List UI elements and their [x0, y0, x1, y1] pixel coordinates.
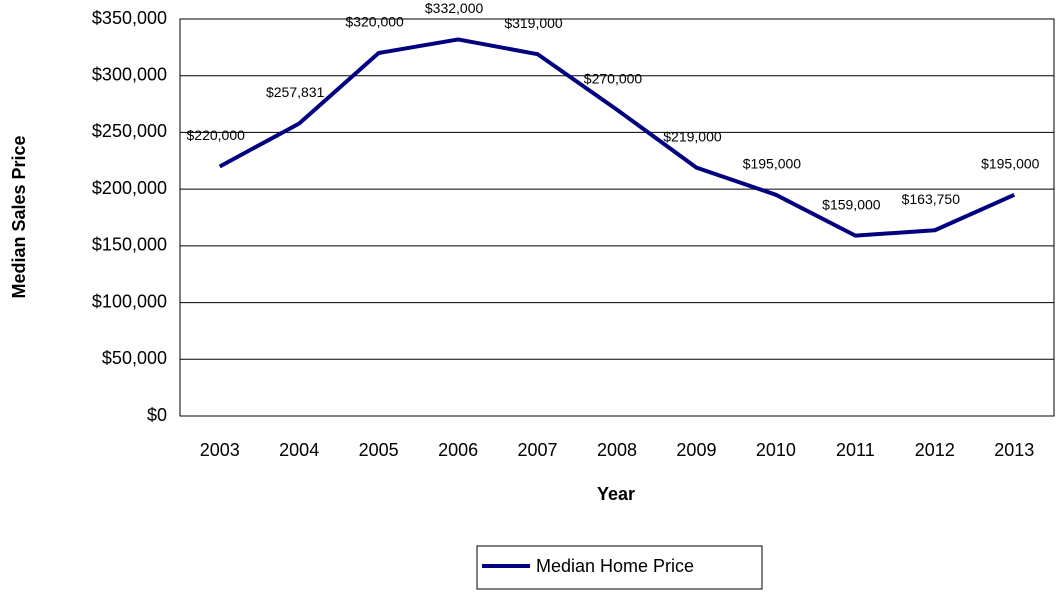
data-label: $319,000: [504, 15, 563, 31]
y-tick-label: $0: [147, 405, 167, 425]
data-label: $163,750: [902, 191, 961, 207]
data-label: $270,000: [584, 70, 643, 86]
data-label: $332,000: [425, 0, 484, 16]
x-tick-label: 2007: [518, 440, 558, 460]
data-label: $219,000: [663, 128, 722, 144]
y-tick-label: $250,000: [92, 121, 167, 141]
x-axis-label: Year: [597, 484, 635, 504]
y-tick-label: $300,000: [92, 64, 167, 84]
x-tick-label: 2003: [200, 440, 240, 460]
x-tick-label: 2012: [915, 440, 955, 460]
y-tick-label: $50,000: [102, 348, 167, 368]
x-tick-label: 2006: [438, 440, 478, 460]
plot-border: [179, 18, 1055, 417]
x-tick-label: 2011: [836, 440, 875, 460]
y-tick-label: $150,000: [92, 235, 167, 255]
y-tick-label: $200,000: [92, 178, 167, 198]
data-label: $220,000: [187, 127, 246, 143]
x-tick-label: 2005: [359, 440, 399, 460]
x-tick-label: 2008: [597, 440, 637, 460]
data-label: $257,831: [266, 84, 325, 100]
data-label: $159,000: [822, 196, 881, 212]
x-tick-label: 2010: [756, 440, 796, 460]
y-axis-label: Median Sales Price: [9, 135, 29, 298]
data-label: $320,000: [345, 14, 404, 30]
x-tick-label: 2009: [676, 440, 716, 460]
data-label: $195,000: [743, 156, 802, 172]
legend-label: Median Home Price: [536, 556, 694, 576]
y-tick-label: $100,000: [92, 291, 167, 311]
y-tick-label: $350,000: [92, 8, 167, 28]
data-line: [218, 37, 1016, 238]
x-tick-label: 2004: [279, 440, 319, 460]
x-tick-label: 2013: [994, 440, 1034, 460]
data-label: $195,000: [981, 156, 1040, 172]
